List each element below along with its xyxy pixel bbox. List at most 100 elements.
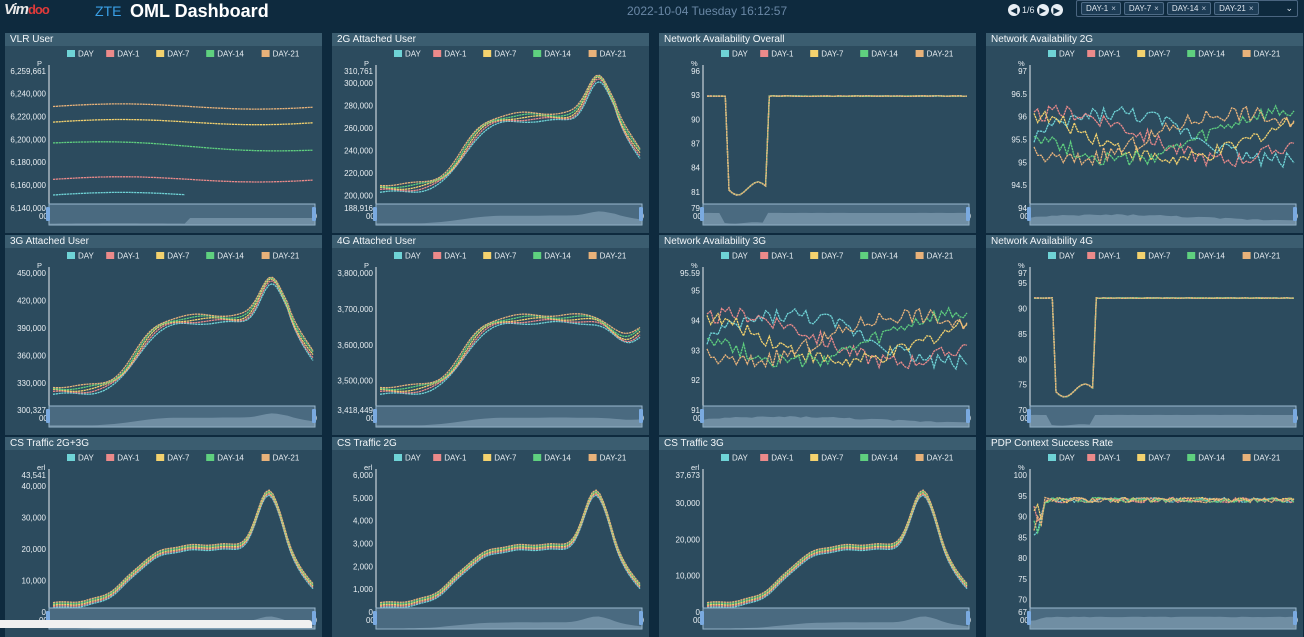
y-tick-label: 240,000	[344, 147, 373, 156]
legend-item-day-1[interactable]: DAY-1	[106, 252, 140, 261]
next-page-icon[interactable]: ▶	[1037, 4, 1049, 16]
legend-item-day-14[interactable]: DAY-14	[1187, 50, 1225, 59]
legend-item-day-14[interactable]: DAY-14	[860, 454, 898, 463]
legend-item-day-7[interactable]: DAY-7	[483, 50, 517, 59]
legend-item-day-21[interactable]: DAY-21	[1243, 252, 1281, 261]
legend-item-day-14[interactable]: DAY-14	[206, 50, 244, 59]
y-tick-label: 20,000	[22, 545, 47, 554]
play-icon[interactable]: ▶	[1051, 4, 1063, 16]
series-line-day-7	[707, 96, 967, 195]
legend-item-day-21[interactable]: DAY-21	[1243, 50, 1281, 59]
chart-svg: DAY DAY-1 DAY-7 DAY-14 DAY-21P6,259,6616,240…	[5, 33, 322, 233]
legend-item-day-14[interactable]: DAY-14	[860, 252, 898, 261]
legend-item-day-7[interactable]: DAY-7	[1137, 50, 1171, 59]
legend-item-day[interactable]: DAY	[394, 252, 422, 261]
remove-icon[interactable]: ×	[1249, 4, 1254, 13]
legend-item-day-14[interactable]: DAY-14	[860, 50, 898, 59]
legend-item-day-21[interactable]: DAY-21	[262, 454, 300, 463]
legend-item-day-1[interactable]: DAY-1	[106, 454, 140, 463]
legend-item-day-7[interactable]: DAY-7	[483, 454, 517, 463]
legend-item-day-7[interactable]: DAY-7	[156, 252, 190, 261]
legend-item-day-21[interactable]: DAY-21	[916, 50, 954, 59]
y-tick-label: 90	[1018, 305, 1027, 314]
legend-item-day-1[interactable]: DAY-1	[760, 50, 794, 59]
legend-item-day-1[interactable]: DAY-1	[1087, 454, 1121, 463]
filter-tag-day-7[interactable]: DAY-7 ×	[1124, 2, 1164, 15]
zoom-slider[interactable]	[700, 607, 970, 629]
day-filter-select[interactable]: DAY-1 × DAY-7 × DAY-14 × DAY-21 × ⌄	[1076, 0, 1298, 17]
svg-text:DAY: DAY	[732, 252, 749, 261]
legend-item-day[interactable]: DAY	[67, 454, 95, 463]
legend-item-day-1[interactable]: DAY-1	[760, 454, 794, 463]
legend-item-day-7[interactable]: DAY-7	[1137, 454, 1171, 463]
legend-item-day[interactable]: DAY	[1048, 454, 1076, 463]
legend-item-day-1[interactable]: DAY-1	[1087, 252, 1121, 261]
legend-item-day-7[interactable]: DAY-7	[1137, 252, 1171, 261]
remove-icon[interactable]: ×	[1202, 4, 1207, 13]
legend-item-day[interactable]: DAY	[1048, 50, 1076, 59]
legend-item-day-14[interactable]: DAY-14	[1187, 454, 1225, 463]
legend-item-day[interactable]: DAY	[1048, 252, 1076, 261]
zoom-slider[interactable]	[700, 405, 970, 427]
legend-item-day[interactable]: DAY	[67, 252, 95, 261]
legend-item-day-7[interactable]: DAY-7	[156, 454, 190, 463]
legend-item-day-1[interactable]: DAY-1	[106, 50, 140, 59]
zoom-slider[interactable]	[373, 203, 643, 225]
series-line-day-21	[1034, 498, 1294, 531]
legend-item-day-21[interactable]: DAY-21	[916, 252, 954, 261]
legend-item-day[interactable]: DAY	[721, 454, 749, 463]
legend-item-day-14[interactable]: DAY-14	[533, 252, 571, 261]
chart-svg: DAY DAY-1 DAY-7 DAY-14 DAY-21%95.59959493929…	[659, 235, 976, 435]
y-tick-label: 94	[691, 316, 700, 325]
legend-item-day[interactable]: DAY	[721, 50, 749, 59]
legend-item-day-14[interactable]: DAY-14	[1187, 252, 1225, 261]
legend-item-day-1[interactable]: DAY-1	[433, 454, 467, 463]
svg-text:DAY: DAY	[732, 50, 749, 59]
legend-item-day-7[interactable]: DAY-7	[810, 454, 844, 463]
zoom-slider[interactable]	[46, 405, 316, 427]
zoom-slider[interactable]	[1027, 203, 1297, 225]
legend-item-day-21[interactable]: DAY-21	[262, 50, 300, 59]
legend-item-day-21[interactable]: DAY-21	[262, 252, 300, 261]
zoom-slider[interactable]	[373, 607, 643, 629]
y-tick-label: 6,200,000	[10, 135, 46, 144]
legend-item-day[interactable]: DAY	[67, 50, 95, 59]
legend-item-day-1[interactable]: DAY-1	[760, 252, 794, 261]
zoom-slider[interactable]	[1027, 607, 1297, 629]
series-line-day	[53, 192, 185, 195]
chevron-down-icon[interactable]: ⌄	[1285, 3, 1293, 14]
legend-item-day[interactable]: DAY	[394, 454, 422, 463]
legend-item-day-14[interactable]: DAY-14	[533, 50, 571, 59]
zoom-slider[interactable]	[700, 203, 970, 225]
legend-item-day-21[interactable]: DAY-21	[589, 454, 627, 463]
y-tick-label: 100	[1014, 471, 1028, 480]
legend-item-day-21[interactable]: DAY-21	[1243, 454, 1281, 463]
zoom-slider[interactable]	[46, 203, 316, 225]
legend-item-day-21[interactable]: DAY-21	[916, 454, 954, 463]
filter-tag-day-21[interactable]: DAY-21 ×	[1214, 2, 1258, 15]
legend-item-day-7[interactable]: DAY-7	[483, 252, 517, 261]
legend-item-day-7[interactable]: DAY-7	[810, 50, 844, 59]
prev-page-icon[interactable]: ◀	[1008, 4, 1020, 16]
legend-item-day-21[interactable]: DAY-21	[589, 252, 627, 261]
y-tick-label: 360,000	[17, 351, 46, 360]
filter-tag-day-1[interactable]: DAY-1 ×	[1081, 2, 1121, 15]
zoom-slider[interactable]	[373, 405, 643, 427]
remove-icon[interactable]: ×	[1111, 4, 1116, 13]
legend-item-day[interactable]: DAY	[394, 50, 422, 59]
filter-tag-day-14[interactable]: DAY-14 ×	[1167, 2, 1211, 15]
zoom-slider[interactable]	[1027, 405, 1297, 427]
legend-item-day-7[interactable]: DAY-7	[156, 50, 190, 59]
remove-icon[interactable]: ×	[1154, 4, 1159, 13]
legend-item-day-14[interactable]: DAY-14	[206, 252, 244, 261]
svg-text:DAY-7: DAY-7	[1148, 252, 1171, 261]
legend-item-day-21[interactable]: DAY-21	[589, 50, 627, 59]
legend-item-day[interactable]: DAY	[721, 252, 749, 261]
legend-item-day-7[interactable]: DAY-7	[810, 252, 844, 261]
legend-item-day-14[interactable]: DAY-14	[206, 454, 244, 463]
legend-item-day-1[interactable]: DAY-1	[433, 252, 467, 261]
svg-text:DAY: DAY	[1059, 454, 1076, 463]
legend-item-day-1[interactable]: DAY-1	[433, 50, 467, 59]
legend-item-day-14[interactable]: DAY-14	[533, 454, 571, 463]
legend-item-day-1[interactable]: DAY-1	[1087, 50, 1121, 59]
